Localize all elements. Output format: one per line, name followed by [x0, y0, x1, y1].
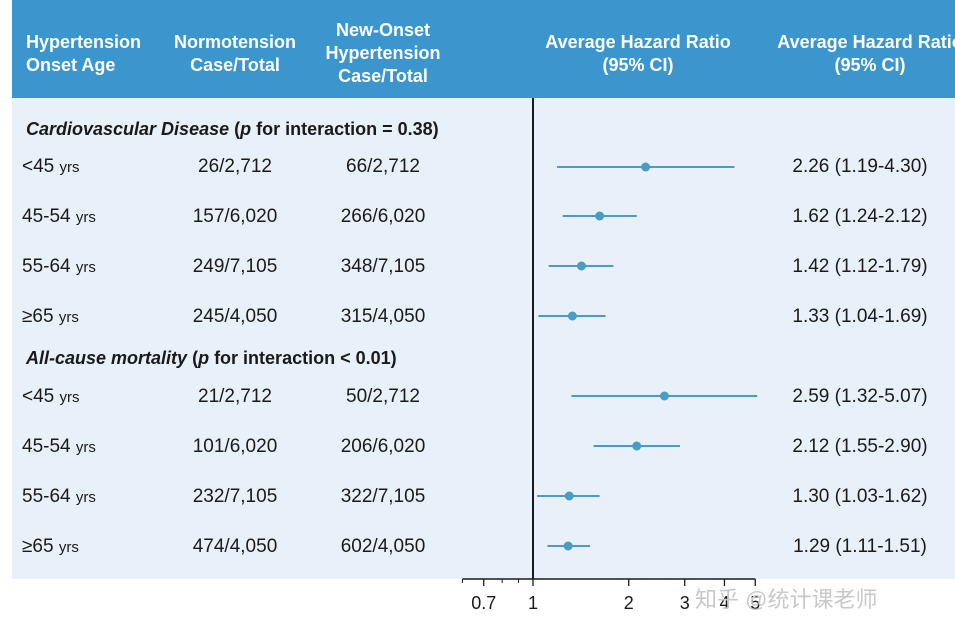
age-value: 55-64 [22, 486, 71, 507]
row-new-onset-value: 602/4,050 [340, 536, 426, 557]
section-title-cardiovascular: Cardiovascular Disease (p for interactio… [26, 119, 439, 139]
section-label: All-cause mortality [26, 348, 188, 368]
hazard-ratio-point [595, 211, 605, 221]
row-age: <45 yrs [22, 156, 80, 178]
age-unit: yrs [58, 539, 79, 556]
header-hazard-ratio-text-line2: (95% CI) [834, 55, 906, 75]
header-onset-age: Hypertension Onset Age [26, 31, 141, 77]
p-symbol: p [198, 348, 210, 368]
row-hazard-ratio-text: 2.26 (1.19-4.30) [792, 156, 928, 177]
section-label: Cardiovascular Disease [26, 119, 230, 139]
row-normotension-value: 245/4,050 [192, 306, 278, 327]
table-body [12, 98, 955, 579]
header-hazard-ratio-text: Average Hazard Ratio (95% CI) [765, 31, 955, 77]
age-unit: yrs [59, 159, 80, 176]
row-new-onset-value: 206/6,020 [340, 436, 426, 457]
hazard-ratio-point [632, 441, 642, 451]
age-value: <45 [22, 156, 55, 177]
row-new-onset-value: 315/4,050 [340, 306, 426, 327]
row-hazard-ratio-text: 2.59 (1.32-5.07) [792, 386, 928, 407]
age-value: 45-54 [22, 436, 71, 457]
x-tick-label: 2 [624, 593, 634, 613]
header-new-onset-line3: Case/Total [338, 66, 428, 86]
header-normotension-line2: Case/Total [190, 55, 280, 75]
row-normotension-value: 157/6,020 [192, 206, 278, 227]
row-hazard-ratio-text: 1.30 (1.03-1.62) [792, 486, 928, 507]
header-hazard-ratio-plot: Average Hazard Ratio (95% CI) [533, 31, 743, 77]
age-value: 45-54 [22, 206, 71, 227]
row-hazard-ratio-text: 2.12 (1.55-2.90) [792, 436, 928, 457]
age-unit: yrs [58, 309, 79, 326]
header-normotension: Normotension Case/Total [170, 31, 300, 77]
row-new-onset-value: 66/2,712 [346, 156, 420, 177]
hazard-ratio-point [567, 311, 577, 321]
header-onset-age-line1: Hypertension [26, 32, 142, 52]
age-value: <45 [22, 386, 55, 407]
row-normotension-value: 26/2,712 [198, 156, 272, 177]
row-hazard-ratio-text: 1.62 (1.24-2.12) [792, 206, 928, 227]
row-hazard-ratio-text: 1.42 (1.12-1.79) [792, 256, 928, 277]
row-hazard-ratio-text: 1.29 (1.11-1.51) [793, 536, 927, 557]
row-normotension-value: 232/7,105 [192, 486, 278, 507]
row-age: ≥65 yrs [22, 536, 79, 558]
age-unit: yrs [75, 259, 96, 276]
row-age: 55-64 yrs [22, 486, 96, 508]
age-unit: yrs [75, 439, 96, 456]
row-new-onset-value: 266/6,020 [340, 206, 426, 227]
age-unit: yrs [75, 209, 96, 226]
x-tick-label: 4 [719, 593, 729, 613]
row-normotension-value: 474/4,050 [192, 536, 278, 557]
row-normotension-value: 21/2,712 [198, 386, 272, 407]
hazard-ratio-point [576, 261, 586, 271]
hazard-ratio-point [563, 541, 573, 551]
p-interaction-text: for interaction = 0.38) [251, 119, 439, 139]
x-tick-label: 1 [528, 593, 538, 613]
row-age: 45-54 yrs [22, 206, 96, 228]
row-normotension-value: 101/6,020 [192, 436, 278, 457]
hazard-ratio-point [564, 491, 574, 501]
row-age: <45 yrs [22, 386, 80, 408]
hazard-ratio-point [641, 162, 651, 172]
age-value: ≥65 [22, 536, 54, 557]
table-header: Hypertension Onset Age Normotension Case… [12, 0, 955, 98]
p-interaction-text: for interaction < 0.01) [209, 348, 397, 368]
p-symbol: p [240, 119, 252, 139]
header-new-onset-line1: New-Onset [335, 20, 431, 40]
row-normotension-value: 249/7,105 [192, 256, 278, 277]
row-age: 55-64 yrs [22, 256, 96, 278]
age-unit: yrs [75, 489, 96, 506]
header-onset-age-line2: Onset Age [26, 55, 116, 75]
row-hazard-ratio-text: 1.33 (1.04-1.69) [792, 306, 928, 327]
header-hazard-ratio-plot-line2: (95% CI) [602, 55, 674, 75]
hazard-ratio-point [659, 391, 669, 401]
row-new-onset-value: 322/7,105 [340, 486, 426, 507]
age-value: ≥65 [22, 306, 54, 327]
header-hazard-ratio-plot-line1: Average Hazard Ratio [545, 32, 731, 52]
x-tick-label: 3 [680, 593, 690, 613]
watermark: 知乎 @统计课老师 [695, 587, 878, 612]
header-hazard-ratio-text-line1: Average Hazard Ratio [777, 32, 955, 52]
row-age: ≥65 yrs [22, 306, 79, 328]
age-unit: yrs [59, 389, 80, 406]
x-tick-label: 0.7 [471, 593, 496, 613]
header-new-onset: New-Onset Hypertension Case/Total [318, 19, 448, 88]
row-age: 45-54 yrs [22, 436, 96, 458]
row-new-onset-value: 348/7,105 [340, 256, 426, 277]
header-normotension-line1: Normotension [173, 32, 296, 52]
header-new-onset-line2: Hypertension [325, 43, 441, 63]
section-title-all-cause-mortality: All-cause mortality (p for interaction <… [26, 348, 397, 368]
row-new-onset-value: 50/2,712 [346, 386, 420, 407]
x-tick-label: 5 [750, 593, 760, 613]
age-value: 55-64 [22, 256, 71, 277]
